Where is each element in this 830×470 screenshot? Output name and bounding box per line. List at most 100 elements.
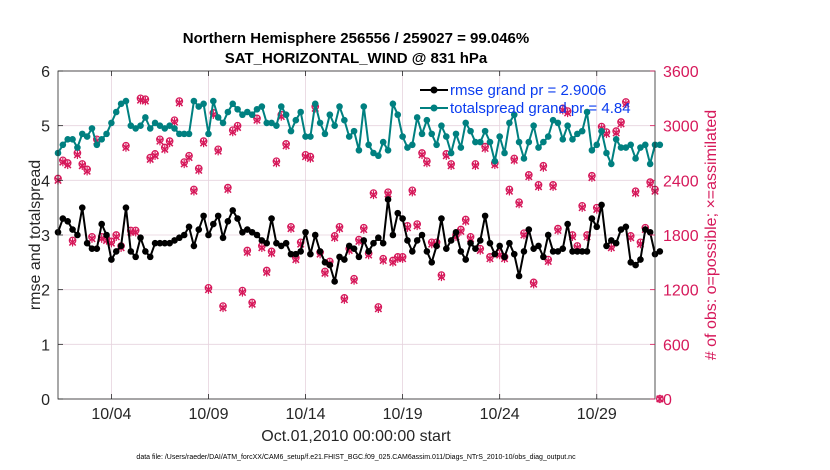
totalspread-point xyxy=(350,127,358,135)
totalspread-point xyxy=(442,133,450,140)
obs-assimilated-point xyxy=(408,187,417,197)
obs-assimilated-point xyxy=(63,160,72,170)
rmse-point xyxy=(438,215,445,222)
ticks: 10/04 10/09 10/14 10/19 10/24 10/29 0 1 2 3 4 5 6 0 60… xyxy=(41,64,699,423)
rmse-point xyxy=(559,245,567,252)
totalspread-point xyxy=(559,136,567,143)
chart-title: Northern Hemisphere 256556 / 259027 = 99… xyxy=(183,30,529,47)
totalspread-point xyxy=(603,149,610,157)
obs-assimilated-point xyxy=(515,199,523,209)
totalspread-point xyxy=(544,133,552,140)
totalspread-point xyxy=(224,108,232,116)
obs-assimilated-point xyxy=(622,99,630,108)
obs-assimilated-point xyxy=(563,108,572,118)
totalspread-point xyxy=(316,119,324,127)
y-tick-label-right: 3600 xyxy=(663,64,699,81)
totalspread-point xyxy=(185,130,193,138)
rmse-point xyxy=(103,231,110,239)
obs-assimilated-point xyxy=(175,98,184,108)
rmse-point xyxy=(491,250,499,258)
rmse-point xyxy=(389,231,397,239)
rmse-point xyxy=(341,256,348,263)
rmse-point xyxy=(273,239,280,247)
rmse-point xyxy=(292,250,300,258)
y-tick-label-right: 3000 xyxy=(663,119,699,136)
rmse-point xyxy=(243,226,251,233)
rmse-point xyxy=(622,223,630,231)
rmse-point xyxy=(462,256,470,263)
totalspread-point xyxy=(234,105,241,113)
obs-assimilated-point xyxy=(461,217,470,226)
totalspread-point xyxy=(326,111,334,119)
obs-assimilated-point xyxy=(199,138,208,148)
obs-assimilated-point xyxy=(238,288,247,297)
totalspread-point xyxy=(491,157,499,165)
rmse-point xyxy=(132,253,139,261)
rmse-point xyxy=(593,223,601,231)
rmse-point xyxy=(457,248,465,255)
totalspread-point xyxy=(501,149,508,157)
rmse-point xyxy=(277,242,285,250)
rmse-point xyxy=(142,248,149,255)
obs-assimilated-point xyxy=(544,257,552,266)
obs-assimilated-point xyxy=(612,128,620,138)
totalspread-point xyxy=(331,122,338,129)
obs-assimilated-point xyxy=(578,203,586,212)
rmse-point xyxy=(74,231,81,239)
rmse-point xyxy=(302,228,309,236)
totalspread-point xyxy=(151,119,159,127)
totalspread-point xyxy=(93,141,101,149)
rmse-point xyxy=(535,242,542,250)
rmse-point xyxy=(180,231,188,239)
rmse-point xyxy=(365,248,372,255)
totalspread-point xyxy=(394,111,402,119)
totalspread-point xyxy=(176,130,183,138)
obs-assimilated-point xyxy=(59,157,67,167)
rmse-point xyxy=(127,248,135,255)
totalspread-point xyxy=(59,141,67,149)
obs-assimilated-point xyxy=(646,179,654,189)
rmse-point xyxy=(632,261,639,269)
obs-assimilated-point xyxy=(588,173,596,182)
totalspread-point xyxy=(486,138,494,146)
totalspread-point xyxy=(336,103,343,110)
rmse-point xyxy=(603,242,610,250)
totalspread-point xyxy=(205,130,212,138)
rmse-point xyxy=(496,242,503,250)
obs-assimilated-point xyxy=(369,190,378,200)
y-tick-label-right: 1800 xyxy=(663,228,699,245)
totalspread-point xyxy=(447,149,455,157)
rmse-point xyxy=(214,212,222,220)
totalspread-point xyxy=(481,127,489,135)
rmse-point xyxy=(287,250,295,258)
obs-assimilated-point xyxy=(656,394,664,404)
rmse-point xyxy=(234,215,241,222)
totalspread-point xyxy=(200,100,207,108)
totalspread-point xyxy=(428,130,436,138)
obs-assimilated-point xyxy=(131,228,140,237)
totalspread-point xyxy=(510,111,518,119)
rmse-point xyxy=(506,239,513,247)
totalspread-point xyxy=(64,136,72,143)
totalspread-point xyxy=(214,114,222,121)
rmse-point xyxy=(413,237,421,244)
rmse-point xyxy=(549,248,557,255)
rmse-point xyxy=(530,245,537,252)
rmse-point xyxy=(501,253,508,261)
totalspread-point xyxy=(166,122,173,129)
rmse-point xyxy=(210,220,217,228)
rmse-point xyxy=(137,234,144,242)
rmse-point xyxy=(486,239,494,247)
obs-assimilated-point xyxy=(350,276,358,285)
obs-assimilated-point xyxy=(447,161,455,170)
rmse-point xyxy=(627,259,635,266)
totalspread-point xyxy=(656,141,664,149)
obs-assimilated-point xyxy=(258,243,266,252)
totalspread-point xyxy=(549,116,557,124)
y-tick-label-right: 1200 xyxy=(663,283,699,300)
totalspread-point xyxy=(612,136,620,143)
obs-assimilated-point xyxy=(413,221,421,231)
obs-assimilated-point xyxy=(330,233,339,242)
totalspread-point xyxy=(132,125,139,132)
